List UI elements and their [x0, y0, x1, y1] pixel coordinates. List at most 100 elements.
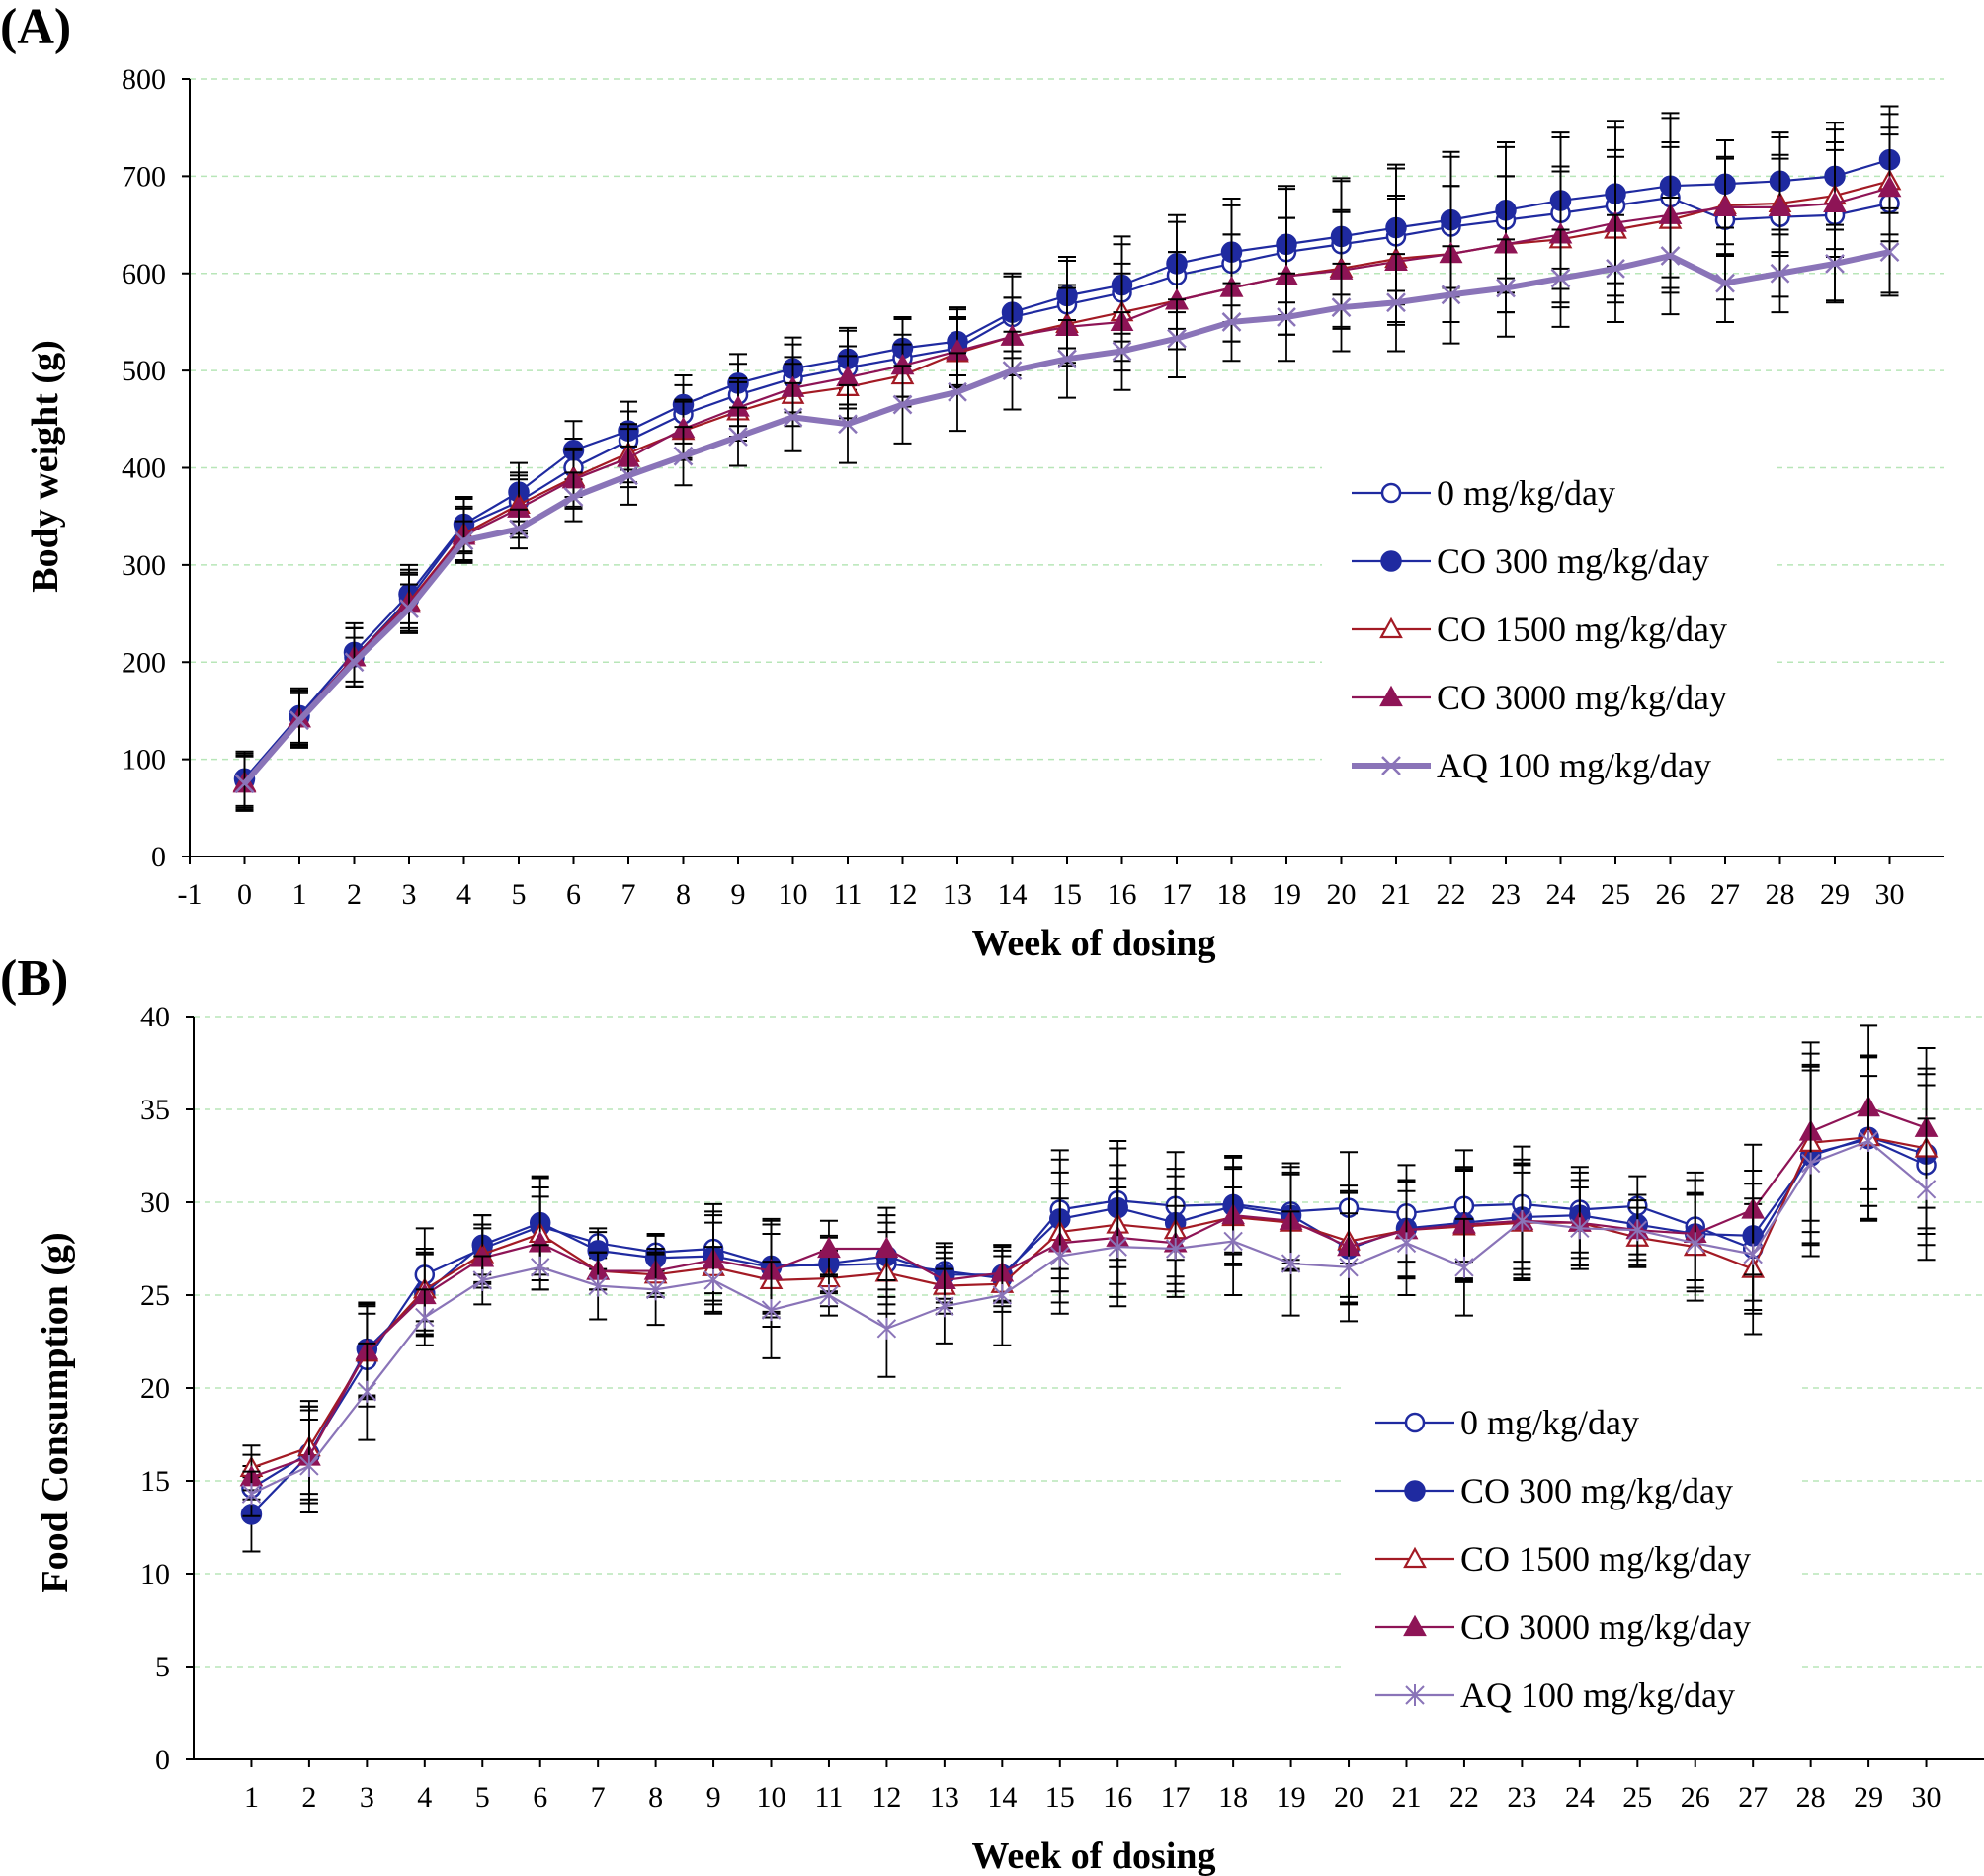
a-data-point-stroke-b — [1057, 349, 1077, 369]
a-data-point-stroke-b — [783, 407, 803, 428]
b-legend-label: CO 1500 mg/kg/day — [1460, 1539, 1751, 1579]
a-y-tick-label: 400 — [122, 452, 166, 485]
a-legend-label: CO 3000 mg/kg/day — [1437, 678, 1727, 717]
panel-a-axes — [182, 78, 1944, 864]
b-data-point — [472, 1268, 492, 1291]
a-data-point-stroke-b — [838, 414, 858, 435]
a-data-point — [234, 774, 255, 794]
a-data-point-stroke-b — [1660, 246, 1681, 266]
panel-b-label: (B) — [0, 950, 68, 1007]
b-data-point — [1281, 1253, 1301, 1275]
a-data-point — [673, 446, 694, 466]
b-x-tick-label: 1 — [244, 1781, 259, 1814]
a-data-point — [454, 530, 474, 551]
a-x-tick-label: 18 — [1217, 878, 1247, 911]
a-data-point — [1002, 361, 1023, 381]
b-y-tick-label: 40 — [140, 1001, 170, 1033]
a-data-point-stroke-b — [673, 446, 694, 466]
a-data-point-stroke-b — [289, 710, 309, 731]
b-x-tick-label: 18 — [1218, 1781, 1248, 1814]
a-data-point — [1550, 268, 1571, 288]
a-x-tick-label: 12 — [888, 878, 918, 911]
a-x-tick-label: 16 — [1108, 878, 1137, 911]
b-x-tick-label: 15 — [1045, 1781, 1075, 1814]
a-x-tick-label: -1 — [178, 878, 203, 911]
a-legend-label: AQ 100 mg/kg/day — [1437, 746, 1711, 785]
b-series-line — [250, 1139, 1928, 1496]
panel-b-series — [239, 1024, 1939, 1553]
b-x-tick-label: 27 — [1738, 1781, 1768, 1814]
b-data-point — [1339, 1256, 1359, 1278]
b-legend-entry-2: CO 1500 mg/kg/day — [1375, 1539, 1751, 1579]
b-x-tick-label: 12 — [871, 1781, 901, 1814]
a-x-tick-label: 29 — [1820, 878, 1850, 911]
a-data-point — [1277, 307, 1296, 327]
a-data-point — [1879, 242, 1900, 262]
b-x-tick-label: 21 — [1391, 1781, 1421, 1814]
a-data-point-stroke-b — [1386, 292, 1406, 313]
a-x-tick-label: 5 — [512, 878, 527, 911]
b-legend-marker — [1403, 1546, 1427, 1569]
a-data-point-stroke-b — [728, 427, 748, 447]
a-data-point — [1877, 175, 1902, 198]
a-legend-marker — [1379, 616, 1403, 639]
a-data-point — [1825, 254, 1845, 274]
a-data-point — [1441, 285, 1461, 305]
b-legend-label: 0 mg/kg/day — [1460, 1403, 1639, 1442]
b-data-point — [415, 1306, 435, 1329]
b-legend-marker — [1403, 1614, 1427, 1637]
a-x-tick-label: 20 — [1327, 878, 1357, 911]
a-y-tick-label: 600 — [122, 258, 166, 290]
a-data-point — [1331, 297, 1352, 318]
b-data-point — [299, 1454, 319, 1477]
a-data-point — [1057, 349, 1077, 369]
b-y-tick-label: 5 — [155, 1651, 170, 1683]
a-x-tick-label: 23 — [1491, 878, 1521, 911]
a-data-point — [1768, 195, 1792, 216]
a-x-tick-label: 4 — [456, 878, 471, 911]
b-y-tick-label: 10 — [140, 1558, 170, 1591]
b-legend-label: CO 3000 mg/kg/day — [1460, 1607, 1751, 1647]
b-data-point — [819, 1284, 839, 1306]
b-legend-label: AQ 100 mg/kg/day — [1460, 1675, 1735, 1715]
a-data-point-stroke-b — [1221, 312, 1242, 332]
a-data-point — [563, 487, 584, 507]
b-x-tick-label: 28 — [1796, 1781, 1826, 1814]
b-data-point — [1223, 1230, 1243, 1253]
b-series-line — [250, 1137, 1927, 1490]
b-x-tick-label: 8 — [648, 1781, 663, 1814]
a-data-point-stroke-b — [1331, 297, 1352, 318]
a-data-point — [1606, 258, 1625, 279]
a-legend-entry-3: CO 3000 mg/kg/day — [1352, 678, 1727, 717]
a-series-4 — [234, 197, 1900, 812]
a-y-tick-label: 100 — [122, 744, 166, 776]
a-x-tick-label: 28 — [1766, 878, 1795, 911]
a-y-tick-label: 300 — [122, 549, 166, 582]
a-data-point-stroke-b — [1879, 242, 1900, 262]
a-x-tick-label: 26 — [1656, 878, 1686, 911]
b-x-tick-label: 24 — [1565, 1781, 1595, 1814]
b-data-point — [874, 1236, 899, 1259]
a-legend-marker — [1381, 756, 1401, 775]
a-data-point-stroke-b — [1550, 268, 1571, 288]
b-data-point — [531, 1256, 550, 1278]
panel-b-y-axis-title: Food Consumption (g) — [35, 1232, 76, 1592]
a-legend-entry-0: 0 mg/kg/day — [1352, 473, 1615, 513]
a-data-point-stroke-b — [509, 519, 529, 539]
b-x-tick-label: 23 — [1507, 1781, 1536, 1814]
panel-b-y-tick-labels: 0 5 10 15 20 25 30 35 40 — [140, 1001, 170, 1776]
b-x-tick-label: 5 — [475, 1781, 490, 1814]
b-data-point — [1570, 1217, 1590, 1240]
b-x-tick-label: 16 — [1103, 1781, 1132, 1814]
a-x-tick-label: 9 — [731, 878, 746, 911]
b-legend-entry-0: 0 mg/kg/day — [1375, 1403, 1639, 1442]
a-data-point — [1112, 341, 1132, 362]
b-x-tick-label: 10 — [757, 1781, 786, 1814]
a-legend-entry-4: AQ 100 mg/kg/day — [1352, 746, 1711, 785]
a-data-point-stroke-b — [1606, 258, 1625, 279]
a-data-point-stroke-b — [1441, 285, 1461, 305]
a-data-point-stroke-b — [1715, 273, 1735, 293]
a-x-tick-label: 15 — [1052, 878, 1082, 911]
a-x-tick-label: 14 — [998, 878, 1028, 911]
